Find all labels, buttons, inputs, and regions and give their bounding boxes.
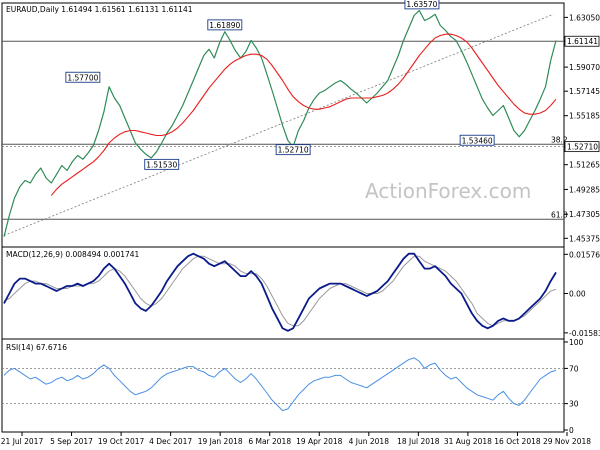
price-ytick-7: 1.49285 — [569, 185, 600, 194]
macd-title: MACD(12,26,9) 0.008494 0.001741 — [6, 250, 140, 259]
callout-label-4: 1.63570 — [406, 0, 437, 9]
callout-box-3 — [275, 144, 311, 156]
x-tick-10: 16 Oct 2018 — [494, 437, 541, 446]
x-tick-2: 19 Oct 2017 — [98, 437, 145, 446]
price-y-axis: 1.63050 1.61141 1.59070 1.57145 1.55185 1.527… — [564, 13, 600, 243]
dotted-price-label: 1.52710 — [567, 143, 598, 152]
callout-label-1: 1.51530 — [146, 160, 177, 169]
rsi-title: RSI(14) 67.6716 — [6, 343, 67, 352]
x-tick-5: 6 Mar 2018 — [248, 437, 291, 446]
rsi-line — [3, 357, 557, 412]
price-ytick-0: 1.63050 — [569, 13, 600, 22]
rsi-panel-frame — [1, 338, 565, 433]
price-ytick-3: 1.57145 — [569, 87, 600, 96]
price-ytick-4: 1.55185 — [569, 112, 600, 121]
rsi-panel: RSI(14) 67.6716 100 70 30 0 — [2, 338, 584, 435]
price-ytick-6: 1.51265 — [569, 161, 600, 170]
callout-label-5: 1.53460 — [462, 136, 493, 145]
current-price-box — [564, 35, 600, 47]
price-panel: EURAUD,Daily 1.61494 1.61561 1.61131 1.6… — [2, 0, 600, 243]
rsi-levels — [2, 367, 564, 405]
macd-ytick-2: -0.015834 — [569, 329, 600, 338]
rsi-ytick-2: 30 — [569, 400, 579, 409]
dotted-price-box — [564, 141, 600, 153]
macd-line — [3, 252, 557, 332]
macd-signal-line — [3, 255, 557, 327]
callout-label-2: 1.61890 — [209, 21, 240, 30]
x-tick-6: 19 Apr 2018 — [296, 437, 343, 446]
macd-ytick-1: 0.00 — [569, 290, 586, 299]
callout-box-2 — [207, 19, 243, 31]
rsi-series — [3, 357, 557, 412]
current-price-label: 1.61141 — [567, 37, 598, 46]
x-tick-11: 29 Nov 2018 — [543, 437, 591, 446]
price-title: EURAUD,Daily 1.61494 1.61561 1.61131 1.6… — [6, 5, 193, 14]
rsi-ytick-1: 70 — [569, 364, 579, 373]
price-axis-labels: 1.61141 1.52710 — [564, 35, 600, 153]
price-ytick-8: 1.47305 — [569, 210, 600, 219]
callout-box-4 — [404, 0, 440, 10]
price-ytick-9: 1.45375 — [569, 234, 600, 243]
callout-label-0: 1.57700 — [67, 73, 98, 82]
macd-panel-frame — [1, 246, 565, 340]
callout-box-5 — [459, 134, 495, 146]
watermark: ActionForex.com — [365, 179, 531, 203]
x-tick-4: 19 Jan 2018 — [198, 437, 243, 446]
x-tick-8: 18 Jul 2018 — [397, 437, 440, 446]
callout-box-0 — [65, 71, 101, 83]
x-tick-0: 21 Jul 2017 — [1, 437, 44, 446]
x-tick-3: 4 Dec 2017 — [149, 437, 192, 446]
macd-panel: MACD(12,26,9) 0.008494 0.001741 0.015762… — [3, 250, 600, 338]
price-line — [3, 9, 557, 237]
macd-y-axis: 0.015762 0.00 -0.015834 — [564, 250, 600, 338]
price-series — [3, 9, 557, 237]
macd-series — [3, 252, 557, 332]
fib-label-3: 61.8 — [551, 210, 568, 219]
rsi-ytick-3: 0 — [569, 426, 574, 435]
macd-ytick-0: 0.015762 — [569, 250, 600, 259]
x-tick-1: 5 Sep 2017 — [50, 437, 93, 446]
x-tick-9: 31 Aug 2018 — [444, 437, 492, 446]
x-tick-7: 4 Jun 2018 — [349, 437, 390, 446]
price-callouts: 1.57700 1.51530 1.61890 1.52710 1.63570 1.534… — [65, 0, 495, 170]
x-axis: 21 Jul 2017 5 Sep 2017 19 Oct 2017 4 Dec 20… — [1, 432, 591, 446]
rsi-ytick-0: 100 — [569, 338, 584, 347]
callout-box-1 — [144, 158, 180, 170]
callout-label-3: 1.52710 — [278, 146, 309, 155]
moving-average-line — [50, 33, 557, 196]
rsi-y-axis: 100 70 30 0 — [564, 338, 584, 435]
fib-label-2: 38.2 — [551, 135, 568, 144]
price-ytick-2: 1.59070 — [569, 63, 600, 72]
